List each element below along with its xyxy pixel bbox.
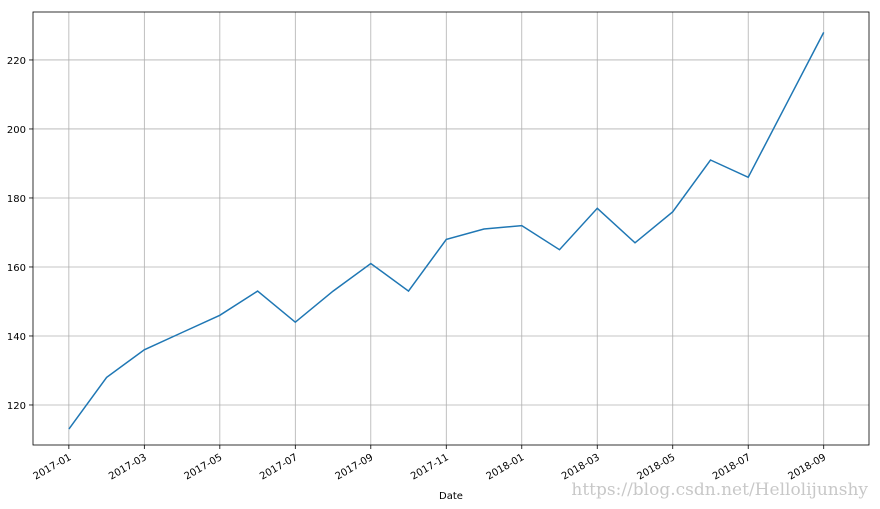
y-tick-label: 140	[7, 332, 26, 343]
y-tick-label: 200	[7, 125, 26, 136]
y-tick-label: 220	[7, 56, 26, 67]
x-axis-label: Date	[439, 491, 463, 502]
x-tick-label: 2018-03	[560, 452, 602, 482]
y-tick-label: 180	[7, 194, 26, 205]
x-tick-label: 2017-09	[334, 452, 376, 482]
x-tick-label: 2018-01	[485, 452, 527, 482]
x-tick-label: 2018-07	[711, 452, 753, 482]
x-tick-label: 2017-07	[258, 452, 300, 482]
plot-frame	[32, 11, 870, 446]
x-tick-label: 2017-05	[183, 452, 225, 482]
x-tick-label: 2018-05	[636, 452, 678, 482]
price-line	[68, 32, 825, 430]
x-tick-label: 2018-09	[787, 452, 829, 482]
y-tick-label: 160	[7, 263, 26, 274]
x-tick-label: 2017-11	[409, 452, 451, 482]
x-tick-label: 2017-01	[32, 452, 74, 482]
x-tick-label: 2017-03	[107, 452, 149, 482]
watermark: https://blog.csdn.net/Hellolijunshy	[571, 480, 868, 500]
y-tick-label: 120	[7, 401, 26, 412]
